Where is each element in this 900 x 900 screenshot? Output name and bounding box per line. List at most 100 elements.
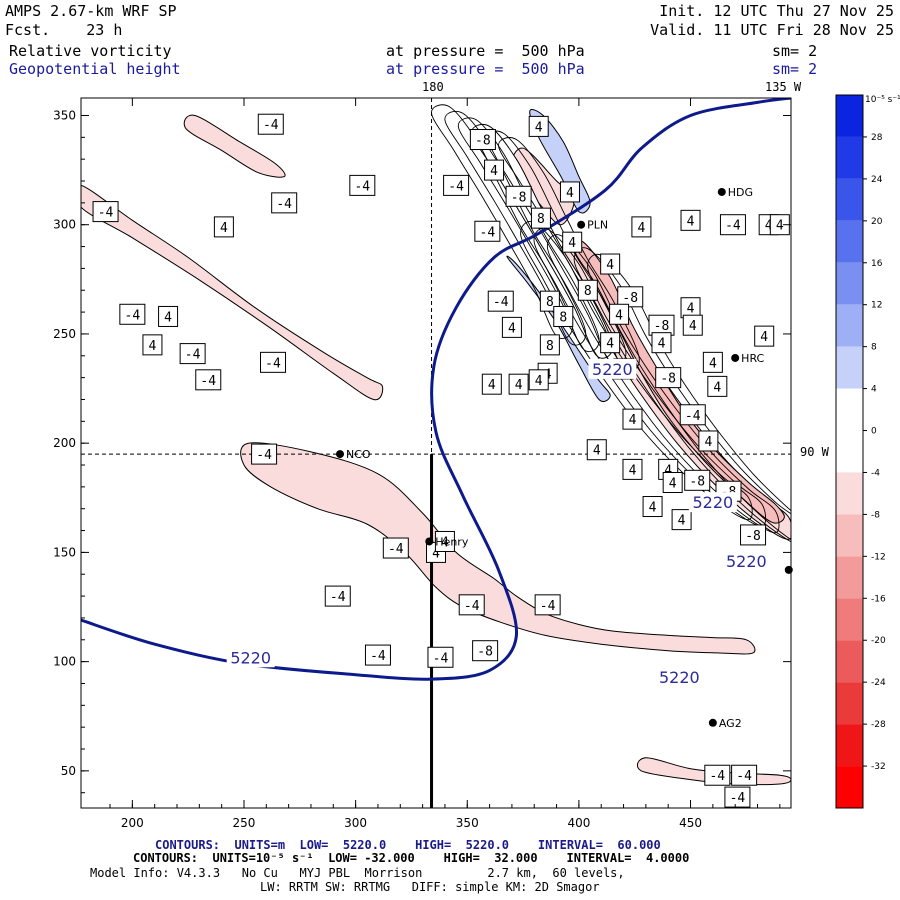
contour-label: -4: [179, 343, 206, 365]
contour-label-box: [731, 764, 758, 786]
contour-label-text: 4: [704, 435, 712, 450]
y-tick-label: 200: [53, 436, 76, 450]
contour-label-box: [487, 290, 514, 312]
plot-frame: [80, 97, 792, 809]
contour-label-text: 4: [687, 214, 695, 229]
contour-label: -4: [724, 786, 751, 808]
contour-label: -8: [684, 469, 711, 491]
colorbar-label: -32: [871, 762, 886, 772]
colorbar-label: -16: [871, 594, 886, 604]
contour-label: 8: [577, 279, 598, 301]
contour-label-text: -8: [477, 645, 493, 660]
station-label: Henry: [435, 535, 469, 548]
contour-label-box: [559, 181, 580, 203]
contour-label-text: 4: [593, 444, 601, 459]
footer-height-low: CONTOURS: UNITS=m LOW= 5220.0: [155, 838, 387, 852]
field2-name: Geopotential height: [9, 60, 181, 78]
negative-vorticity-region-1: [240, 442, 756, 655]
y-tick-label: 350: [53, 108, 76, 122]
contour-label-text: 4: [629, 413, 637, 428]
colorbar-label: 4: [871, 385, 877, 395]
colorbar-segment: [836, 514, 863, 557]
contour-label-box: [704, 764, 731, 786]
contour-label: -4: [92, 201, 119, 223]
contour-label-box: [642, 496, 663, 518]
height-contour-5220: [81, 98, 791, 681]
contour-label: 4: [481, 373, 502, 395]
colorbar-segment: [836, 472, 863, 515]
colorbar-segment: [836, 95, 863, 137]
fcst-label: Fcst.: [5, 21, 51, 39]
plot-area: [81, 98, 791, 808]
colorbar-label: 16: [871, 259, 883, 269]
height-label: 5220: [592, 360, 633, 379]
y-tick-label: 300: [53, 218, 76, 232]
contour-label-box: [702, 351, 723, 373]
contour-label: -4: [719, 214, 746, 236]
contour-label-box: [158, 305, 179, 327]
contour-label-text: -4: [433, 651, 449, 666]
contour-label: -8: [617, 286, 644, 308]
height-label-bg: [655, 666, 704, 687]
y-tick-label: 250: [53, 327, 76, 341]
contour-label-text: 4: [488, 378, 496, 393]
station-dot: [731, 353, 740, 362]
contour-label: -4: [731, 764, 758, 786]
contour-label-box: [631, 216, 652, 238]
y-tick-label: 100: [53, 655, 76, 669]
contour-label-text: -8: [475, 134, 491, 149]
contour-label: -4: [474, 220, 501, 242]
contour-label-text: 4: [669, 476, 677, 491]
contour-label: 4: [698, 430, 719, 452]
contour-label-text: 4: [709, 356, 717, 371]
contour-label-box: [508, 373, 529, 395]
colorbar-segment: [836, 682, 863, 725]
contour-label-box: [213, 216, 234, 238]
colorbar-segment: [836, 430, 863, 473]
contour-label-box: [707, 375, 728, 397]
contour-label: 4: [671, 509, 692, 531]
contour-label: -4: [271, 192, 298, 214]
contour-label: 4: [528, 115, 549, 137]
contour-label-text: 4: [441, 535, 449, 550]
contour-label-text: -4: [98, 206, 114, 221]
contour-label: 4: [528, 369, 549, 391]
station-dot: [784, 565, 793, 574]
contour-label: -8: [648, 314, 675, 336]
contour-label: -4: [704, 764, 731, 786]
contour-label-box: [458, 594, 485, 616]
contour-label: -8: [505, 185, 532, 207]
contour-label-box: [472, 640, 499, 662]
station-dot: [708, 718, 717, 727]
contour-label: -4: [119, 303, 146, 325]
contour-label-text: -4: [265, 356, 281, 371]
contour-label-text: 8: [584, 284, 592, 299]
contour-label-text: 8: [537, 212, 545, 227]
contour-label: -4: [260, 351, 287, 373]
contour-label-text: 4: [649, 501, 657, 516]
x-tick-label: 250: [233, 816, 256, 830]
colorbar-segment: [836, 598, 863, 641]
contour-label: -4: [257, 113, 284, 135]
contour-label-text: -8: [622, 291, 638, 306]
field2-level: at pressure = 500 hPa: [386, 60, 585, 78]
contour-label-box: [469, 129, 496, 151]
contour-label-box: [92, 201, 119, 223]
contour-label-box: [528, 115, 549, 137]
contour-label-text: 8: [559, 310, 567, 325]
y-tick-label: 50: [61, 764, 76, 778]
x-tick-label: 350: [456, 816, 479, 830]
stations: NCO Henry HRC AG2 HDG PLN: [335, 186, 793, 730]
contour-label-text: 4: [535, 120, 543, 135]
colorbar-segment: [836, 640, 863, 683]
init-time: Init. 12 UTC Thu 27 Nov 25: [659, 2, 894, 20]
axes: 200 250 300 350 400 450 50 100 150 200 250 300 350: [53, 97, 792, 830]
contour-label: 4: [622, 458, 643, 480]
contour-label-text: 4: [776, 219, 784, 234]
colorbar-segment: [836, 262, 863, 305]
contour-label-box: [501, 316, 522, 338]
contour-label-box: [251, 443, 278, 465]
colorbar-label: 0: [871, 427, 877, 437]
contour-label-text: -4: [709, 769, 725, 784]
